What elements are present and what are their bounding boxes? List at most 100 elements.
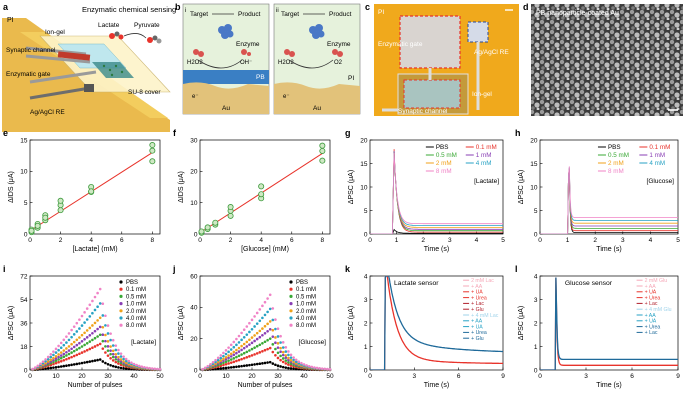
y-tick-label: 15 (360, 161, 368, 168)
data-point (302, 363, 306, 366)
data-point (62, 338, 66, 342)
data-point (91, 324, 94, 327)
legend-label: + Glu (471, 307, 484, 313)
data-point (96, 327, 99, 331)
data-point (245, 325, 249, 328)
data-point (227, 212, 234, 219)
chart-k: 0 3 6 9 0 1 2 3 4 Time (s) ΔPSC (μA) Lactate sensor… (348, 273, 505, 389)
x-tick-label: 2 (229, 237, 233, 244)
data-point (67, 352, 71, 356)
data-point (106, 349, 110, 352)
data-point (65, 347, 68, 350)
y-tick-label: 20 (360, 137, 368, 144)
data-point (320, 367, 324, 370)
y-axis-label: ΔIDS (μA) (8, 171, 15, 203)
b-i-enzyme: Enzyme (236, 41, 260, 48)
data-point (266, 310, 269, 314)
data-point (93, 336, 97, 340)
chart-e: 0 2 4 6 8 0 5 10 15 [Lactate] (mM) ΔIDS (μA) (8, 137, 161, 253)
legend-label: + UA (645, 290, 657, 296)
au-layer (183, 82, 269, 114)
data-point (281, 357, 285, 360)
data-point (145, 366, 149, 370)
data-point (111, 355, 115, 359)
x-tick-label: 0 (28, 237, 32, 244)
data-point (67, 332, 71, 335)
b-i-target: Target (190, 11, 208, 18)
data-point (222, 361, 225, 365)
panel-b-i: i Target Product Enzyme H2O2 OH⁻ PB Au e… (182, 3, 270, 115)
data-point (255, 322, 259, 325)
data-point (80, 361, 84, 365)
data-point (78, 336, 81, 339)
data-point (39, 362, 42, 366)
y-tick-label: 0 (24, 367, 28, 374)
data-point (111, 352, 115, 356)
data-point (268, 346, 272, 350)
legend-label: + Glu (471, 336, 484, 342)
data-point (59, 365, 63, 368)
data-point (281, 346, 285, 349)
legend-swatch (289, 309, 293, 313)
data-point (65, 350, 68, 354)
legend-label: + AA (645, 313, 657, 319)
reference-lead (29, 86, 91, 100)
data-point (88, 315, 92, 318)
legend-swatch (119, 280, 123, 284)
y-tick-label: 0 (24, 231, 28, 238)
legend-label: 0.5 mM (608, 152, 629, 159)
series-line (540, 170, 678, 234)
legend-label: 0.5 mM (436, 152, 457, 159)
x-tick-label: 8 (321, 237, 325, 244)
data-point (57, 365, 60, 369)
data-point (150, 367, 154, 370)
data-point (54, 365, 58, 369)
data-point (137, 364, 141, 368)
x-tick-label: 2 (593, 237, 597, 244)
data-point (274, 341, 277, 344)
data-point (248, 355, 251, 358)
x-tick-label: 20 (248, 373, 256, 380)
b-ii-o2: O2 (334, 60, 343, 66)
data-point (114, 365, 118, 369)
label-lactate: Lactate (98, 22, 120, 29)
legend-label: PBS (436, 144, 449, 151)
data-point (279, 341, 282, 344)
y-tick-label: 0 (194, 367, 198, 374)
data-point (242, 356, 246, 360)
au-layer-ii (274, 82, 360, 114)
data-point (212, 219, 219, 226)
data-point (319, 142, 326, 149)
legend-label: + AA (471, 284, 483, 290)
data-point (57, 360, 60, 364)
data-point (59, 359, 63, 363)
data-point (222, 354, 225, 358)
legend-label: 2.0 mM (126, 309, 146, 315)
x-tick-label: 10 (222, 373, 230, 380)
b-ii-product: Product (329, 11, 352, 18)
x-axis-label: Time (s) (424, 246, 449, 253)
data-point (31, 367, 34, 371)
panel-label-l: l (515, 264, 518, 274)
data-point (135, 363, 138, 367)
b-ii-o2-icon (332, 49, 343, 57)
data-point (85, 360, 89, 364)
data-point (91, 311, 94, 315)
data-point (261, 327, 264, 330)
panel-c: c PI Enzymatic gate Ag/AgCl RE Ion-gel S… (365, 2, 519, 116)
data-point (300, 361, 303, 365)
b-ii-electron: e⁻ (283, 94, 290, 100)
legend-label: + Lac (645, 330, 658, 336)
data-point (201, 367, 204, 371)
data-point (237, 341, 241, 344)
data-point (62, 343, 66, 347)
data-point (263, 361, 267, 365)
data-point (242, 351, 246, 355)
b-ii-roman: ii (276, 8, 279, 14)
enzyme-dots (102, 64, 124, 77)
y-tick-label: 0 (534, 367, 538, 374)
y-axis-label: ΔPSC (μA) (518, 170, 525, 204)
data-point (258, 343, 262, 347)
x-tick-label: 0 (538, 237, 542, 244)
y-tick-label: 4 (534, 273, 538, 280)
